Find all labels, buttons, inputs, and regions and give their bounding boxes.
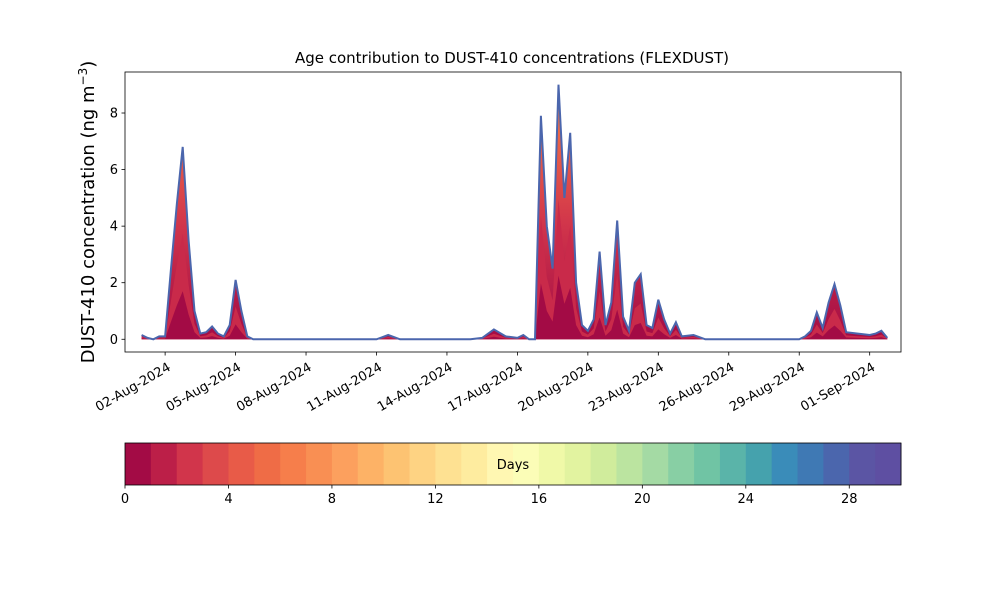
x-tick-label: 29-Aug-2024 [727, 360, 807, 415]
colorbar-bin [875, 443, 902, 485]
colorbar-bin [383, 443, 411, 485]
colorbar-tick-label: 16 [531, 492, 548, 507]
colorbar-bin [435, 443, 462, 485]
y-tick-label: 4 [110, 220, 118, 235]
colorbar-bin [280, 443, 307, 485]
colorbar-bin [487, 443, 514, 485]
x-tick-label: 02-Aug-2024 [93, 360, 173, 415]
colorbar-tick-label: 12 [427, 492, 444, 507]
colorbar-tick-label: 0 [121, 492, 129, 507]
x-tick-label: 17-Aug-2024 [445, 360, 525, 415]
x-tick-label: 26-Aug-2024 [657, 360, 737, 415]
y-tick-label: 8 [110, 107, 118, 122]
plot-area [141, 84, 889, 341]
colorbar-bin [228, 443, 255, 485]
colorbar-bin [616, 443, 643, 485]
colorbar-bin [176, 443, 204, 485]
age-band-0 [141, 84, 888, 340]
colorbar-bin [797, 443, 824, 485]
colorbar-tick-label: 4 [224, 492, 232, 507]
x-tick-label: 01-Sep-2024 [798, 360, 878, 415]
axes: 0 2 4 6 8 02-Aug-202405-Aug-202408-Aug-202411… [93, 71, 902, 415]
x-tick-label: 23-Aug-2024 [586, 360, 666, 415]
chart-title: Age contribution to DUST-410 concentrati… [295, 49, 729, 67]
y-axis-label: DUST-410 concentration (ng m−3) [76, 61, 99, 364]
colorbar-bin [668, 443, 695, 485]
x-tick-label: 20-Aug-2024 [516, 360, 596, 415]
y-tick-label: 6 [110, 163, 118, 178]
colorbar-tick-label: 28 [841, 492, 858, 507]
colorbar: 0 4 8 12 16 20 24 28 Days [121, 442, 902, 507]
x-tick-label: 14-Aug-2024 [375, 360, 455, 415]
colorbar-bin [564, 443, 592, 485]
colorbar-bin [849, 443, 876, 485]
x-tick-label: 08-Aug-2024 [234, 360, 314, 415]
colorbar-bin [642, 443, 669, 485]
colorbar-frame [124, 442, 902, 486]
y-tick-label: 0 [110, 333, 118, 348]
colorbar-bin [745, 443, 773, 485]
colorbar-bin [125, 443, 152, 485]
colorbar-bin [306, 443, 333, 485]
x-tick-label: 11-Aug-2024 [305, 360, 385, 415]
colorbar-bin [771, 443, 799, 485]
colorbar-bin [254, 443, 281, 485]
colorbar-bin [694, 443, 721, 485]
age-band-2 [141, 275, 888, 340]
colorbar-tick-label: 8 [328, 492, 336, 507]
colorbar-bin [331, 443, 359, 485]
colorbar-bin [409, 443, 436, 485]
y-axis-label-main: DUST-410 concentration (ng m [78, 85, 99, 363]
colorbar-bin [513, 443, 540, 485]
colorbar-bin [538, 443, 566, 485]
y-axis-label-close: ) [78, 61, 99, 68]
colorbar-bin [357, 443, 385, 485]
colorbar-bin [150, 443, 178, 485]
total-series-line [141, 84, 889, 341]
colorbar-tick-label: 24 [738, 492, 755, 507]
colorbar-bin [719, 443, 747, 485]
colorbar-bin [202, 443, 229, 485]
y-tick-label: 2 [110, 276, 118, 291]
age-band-1 [141, 199, 888, 340]
plot-frame [124, 71, 902, 353]
y-axis-label-sup: −3 [76, 68, 90, 86]
colorbar-bin [590, 443, 617, 485]
colorbar-bin [461, 443, 488, 485]
colorbar-tick-label: 20 [634, 492, 651, 507]
colorbar-bin [823, 443, 850, 485]
x-tick-label: 05-Aug-2024 [164, 360, 244, 415]
colorbar-label: Days [497, 458, 530, 473]
